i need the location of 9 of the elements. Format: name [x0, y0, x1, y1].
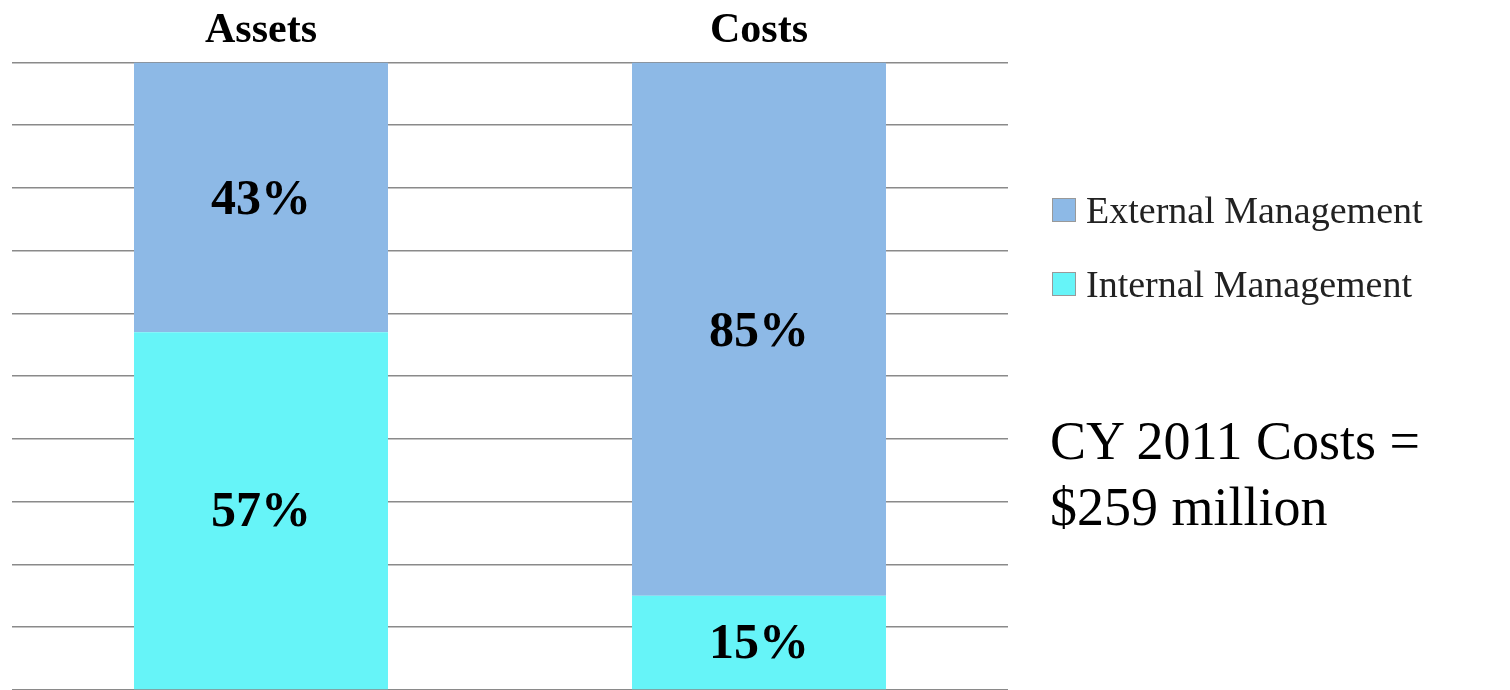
text: CY 2011 Costs = $259 million	[1050, 410, 1421, 539]
legend-label: Internal Management	[1086, 262, 1413, 306]
data-label: 43%	[211, 169, 311, 226]
legend-label: External Management	[1086, 188, 1423, 232]
x-tick-label: Assets	[205, 5, 317, 52]
data-label: 15%	[709, 612, 809, 669]
data-label: 57%	[211, 481, 311, 538]
data-label: 85%	[709, 301, 809, 358]
x-tick-label: Costs	[709, 5, 809, 52]
